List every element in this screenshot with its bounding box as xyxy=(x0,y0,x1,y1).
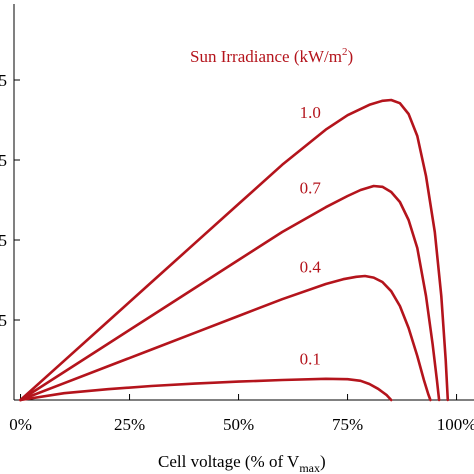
legend-title: Sun Irradiance (kW/m2) xyxy=(190,46,353,66)
y-tick-label: 5 xyxy=(0,231,7,250)
series-annotations: 1.0 0.7 0.4 0.1 xyxy=(300,103,322,368)
series-line-0-7 xyxy=(19,184,441,402)
series-annotation: 0.1 xyxy=(300,349,321,368)
series-line-0-4 xyxy=(19,274,432,402)
y-ticks: 5 5 5 5 xyxy=(0,71,20,330)
x-tick-label: 100% xyxy=(437,415,474,434)
legend-title-close: ) xyxy=(348,47,354,66)
x-axis-title-close: ) xyxy=(320,452,326,471)
plot-frame xyxy=(13,4,474,401)
y-tick-label: 5 xyxy=(0,151,7,170)
y-tick-label: 5 xyxy=(0,71,7,90)
series-line-0-1 xyxy=(19,377,393,402)
series-annotation: 0.4 xyxy=(300,257,322,276)
series-line-1-0 xyxy=(19,98,450,402)
series-annotation: 0.7 xyxy=(300,178,322,197)
x-axis-title-main: Cell voltage (% of V xyxy=(158,452,300,471)
legend-title-superscript: 2 xyxy=(342,46,348,58)
x-axis-title-subscript: max xyxy=(299,461,320,474)
legend-title-main: Sun Irradiance (kW/m xyxy=(190,47,342,66)
x-tick-label: 75% xyxy=(332,415,363,434)
x-ticks: 0% 25% 50% 75% 100% xyxy=(9,394,474,434)
x-axis-title: Cell voltage (% of Vmax) xyxy=(158,452,326,474)
x-tick-label: 25% xyxy=(114,415,145,434)
series-annotation: 1.0 xyxy=(300,103,321,122)
x-tick-label: 0% xyxy=(9,415,32,434)
series-layer xyxy=(19,98,450,402)
y-tick-label: 5 xyxy=(0,311,7,330)
x-tick-label: 50% xyxy=(223,415,254,434)
